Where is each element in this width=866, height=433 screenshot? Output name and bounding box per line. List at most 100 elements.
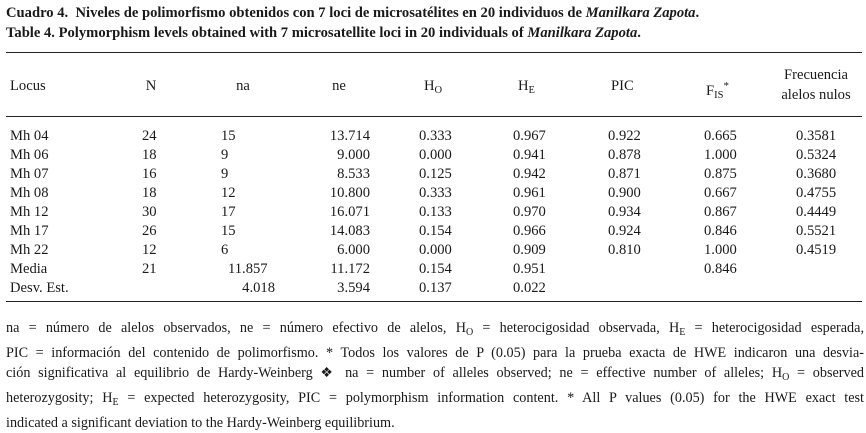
- cell-null-freq: 0.5521: [796, 223, 837, 239]
- cell-ne: 9.000: [337, 147, 370, 163]
- cell-null-freq: 0.3581: [796, 128, 837, 144]
- header-null-freq-1: Frecuencia: [783, 67, 848, 83]
- cell-he: 0.951: [513, 261, 546, 277]
- cell-ne: 3.594: [337, 280, 370, 296]
- caption-end-en: .: [637, 25, 641, 41]
- cell-he: 0.941: [513, 147, 546, 163]
- cell-ho: 0.333: [419, 185, 452, 201]
- cell-na: 9: [221, 147, 229, 163]
- cell-pic: 0.934: [608, 204, 641, 220]
- caption-label-en: Table 4.: [6, 25, 55, 41]
- footnote-text: = heterocigosidad observada, H: [473, 320, 680, 336]
- cell-fis: 0.846: [704, 223, 737, 239]
- footnote-sub: O: [782, 372, 790, 383]
- caption-species-en: Manilkara Zapota: [527, 25, 638, 41]
- table-footnote: na = número de alelos observados, ne = n…: [6, 318, 864, 433]
- header-fis-base: F: [706, 82, 715, 99]
- table-top-rule: [6, 52, 862, 53]
- cell-locus: Mh 08: [10, 185, 49, 201]
- cell-n: 30: [142, 204, 157, 220]
- header-fis: FIS*: [706, 77, 729, 105]
- cell-ho: 0.154: [419, 223, 452, 239]
- cell-ne: 13.714: [329, 128, 370, 144]
- cell-fis: 1.000: [704, 147, 737, 163]
- cell-ne: 11.172: [330, 261, 370, 277]
- header-na: na: [236, 78, 250, 94]
- cell-ho: 0.000: [419, 242, 452, 258]
- cell-n: 12: [142, 242, 157, 258]
- footnote-line-5: indicated a significant deviation to the…: [6, 415, 395, 431]
- footnote-line-4: heterozygosity; HE = expected heterozygo…: [6, 388, 864, 413]
- footnote-text: na = número de alelos observados, ne = n…: [6, 320, 466, 336]
- table-bottom-rule: [6, 301, 862, 302]
- footnote-text: ción significativa al equilibrio de Hard…: [6, 365, 783, 381]
- cell-na: 6: [221, 242, 229, 258]
- cell-fis: 0.667: [704, 185, 737, 201]
- cell-ho: 0.000: [419, 147, 452, 163]
- cell-he: 0.909: [513, 242, 546, 258]
- cell-ho: 0.333: [419, 128, 452, 144]
- cell-na: 12: [221, 185, 236, 201]
- cell-na: 15: [221, 128, 236, 144]
- cell-locus: Mh 06: [10, 147, 49, 163]
- cell-ho: 0.137: [419, 280, 452, 296]
- footnote-line-3: ción significativa al equilibrio de Hard…: [6, 363, 864, 388]
- footnote-text: = expected heterozygosity, PIC = polymor…: [118, 390, 864, 406]
- cell-pic: 0.922: [608, 128, 641, 144]
- cell-fis: 0.665: [704, 128, 737, 144]
- header-he: HE: [518, 77, 535, 100]
- caption-end-es: .: [695, 5, 700, 21]
- cell-pic: 0.810: [608, 242, 641, 258]
- header-he-sub: E: [528, 85, 535, 96]
- cell-ne: 14.083: [329, 223, 370, 239]
- cell-na: 15: [221, 223, 236, 239]
- footnote-text: = observed: [789, 365, 865, 381]
- cell-he: 0.942: [513, 166, 546, 182]
- cell-ho: 0.154: [419, 261, 452, 277]
- header-ne: ne: [332, 78, 346, 94]
- header-ho-base: H: [424, 78, 435, 94]
- cell-he: 0.966: [513, 223, 546, 239]
- footnote-sub: E: [112, 397, 119, 408]
- cell-null-freq: 0.5324: [796, 147, 837, 163]
- footnote-text: heterozygosity; H: [6, 390, 113, 406]
- cell-he: 0.967: [513, 128, 546, 144]
- cell-ho: 0.133: [419, 204, 452, 220]
- header-fis-sup: *: [723, 80, 729, 92]
- cell-locus: Mh 04: [10, 128, 49, 144]
- table-header-rule: [6, 116, 862, 117]
- caption-text-es: Niveles de polimorfismo obtenidos con 7 …: [75, 5, 582, 21]
- cell-null-freq: 0.4519: [796, 242, 837, 258]
- cell-n: 16: [142, 166, 157, 182]
- cell-null-freq: 0.4449: [796, 204, 837, 220]
- cell-null-freq: 0.4755: [796, 185, 837, 201]
- caption-species-es: Manilkara Zapota: [585, 5, 696, 21]
- header-n: N: [145, 78, 157, 94]
- header-locus: Locus: [10, 78, 46, 94]
- header-fis-sub: IS: [714, 89, 724, 101]
- cell-na: 17: [221, 204, 236, 220]
- cell-summary-label: Desv. Est.: [10, 280, 69, 296]
- header-ho-sub: O: [434, 85, 443, 96]
- cell-n: 18: [142, 147, 157, 163]
- footnote-sub: O: [465, 327, 474, 338]
- cell-ne: 6.000: [337, 242, 370, 258]
- cell-na: 9: [221, 166, 229, 182]
- cell-n: 24: [142, 128, 157, 144]
- footnote-sub: E: [679, 327, 686, 338]
- header-he-base: H: [518, 78, 529, 94]
- caption-spanish: Cuadro 4. Niveles de polimorfismo obteni…: [6, 3, 862, 23]
- cell-ne: 16.071: [329, 204, 370, 220]
- cell-locus: Mh 07: [10, 166, 49, 182]
- header-ho: HO: [424, 77, 442, 100]
- caption-label-es: Cuadro 4.: [6, 5, 69, 21]
- footnote-text: = heterocigosidad esperada,: [685, 320, 864, 336]
- cell-fis: 0.846: [704, 261, 737, 277]
- cell-fis: 0.875: [704, 166, 737, 182]
- footnote-line-2: PIC = información del contenido de polim…: [6, 345, 864, 361]
- cell-summary-label: Media: [10, 261, 48, 277]
- cell-na: 4.018: [242, 280, 275, 296]
- header-pic: PIC: [611, 78, 634, 94]
- cell-na: 11.857: [228, 261, 268, 277]
- cell-he: 0.961: [513, 185, 546, 201]
